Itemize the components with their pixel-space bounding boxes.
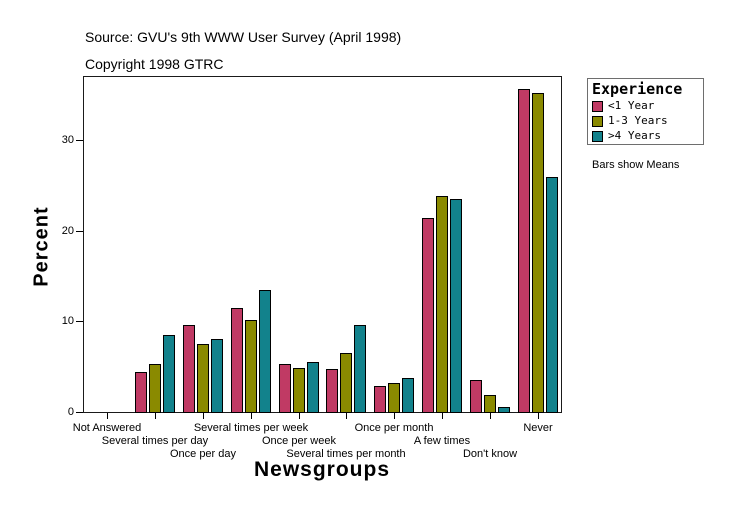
bar-4-series-2 — [245, 320, 257, 413]
y-tick-mark — [76, 412, 83, 413]
bar-9-series-3 — [498, 407, 510, 413]
bar-3-series-2 — [197, 344, 209, 413]
copyright-line: Copyright 1998 GTRC — [85, 56, 224, 72]
bar-7-series-2 — [388, 383, 400, 413]
y-tick-mark — [76, 230, 83, 232]
bar-5-series-2 — [293, 368, 305, 413]
y-tick-label: 30 — [61, 134, 74, 147]
legend-entry-label: >4 Years — [608, 129, 661, 142]
bar-8-series-3 — [450, 199, 462, 413]
x-tick-mark — [155, 413, 156, 419]
y-tick-mark — [76, 321, 83, 323]
legend-swatch-lt1year-icon — [592, 100, 603, 112]
x-category-label: Never — [523, 422, 553, 434]
x-category-label: Don't know — [462, 448, 518, 460]
y-tick-label: 0 — [67, 406, 74, 418]
bar-6-series-1 — [326, 369, 338, 413]
legend-swatch-1to3years-icon — [592, 115, 603, 127]
bar-10-series-2 — [532, 93, 544, 413]
x-tick-mark — [299, 413, 300, 419]
x-tick-mark — [107, 413, 108, 419]
x-tick-mark — [538, 413, 539, 419]
bar-7-series-3 — [402, 378, 414, 413]
bar-9-series-2 — [484, 395, 496, 413]
bar-2-series-2 — [149, 364, 161, 413]
bar-2-series-3 — [163, 335, 175, 413]
legend-entry: 1-3 Years — [592, 114, 699, 128]
legend-entry-label: 1-3 Years — [608, 114, 668, 127]
x-tick-mark — [490, 413, 491, 419]
bar-4-series-1 — [231, 308, 243, 413]
x-tick-mark — [394, 413, 395, 419]
x-category-label: Several times per day — [101, 435, 209, 447]
x-axis-title: Newsgroups — [253, 458, 391, 481]
bar-8-series-1 — [422, 218, 434, 413]
bar-6-series-2 — [340, 353, 352, 413]
bar-4-series-3 — [259, 290, 271, 413]
legend-swatch-gt4years-icon — [592, 130, 603, 142]
bar-5-series-1 — [279, 364, 291, 413]
x-category-label: Several times per month — [286, 448, 406, 460]
y-axis-title: Percent — [30, 206, 53, 287]
x-category-label: Once per day — [169, 448, 237, 460]
y-tick-label: 20 — [61, 224, 74, 237]
bar-6-series-3 — [354, 325, 366, 413]
legend-entry: <1 Year — [592, 99, 699, 113]
bar-3-series-3 — [211, 339, 223, 413]
bar-7-series-1 — [374, 386, 386, 413]
x-category-label: Once per month — [354, 422, 434, 434]
y-tick-mark — [76, 140, 83, 142]
bar-10-series-1 — [518, 89, 530, 413]
x-tick-mark — [442, 413, 443, 419]
legend-entry-label: <1 Year — [608, 99, 655, 112]
x-category-label: Not Answered — [72, 422, 142, 434]
bar-8-series-2 — [436, 196, 448, 413]
bar-2-series-1 — [135, 372, 147, 413]
bar-9-series-1 — [470, 380, 482, 413]
plot-area — [83, 76, 562, 413]
legend: Experience <1 Year 1-3 Years >4 Years — [587, 78, 704, 145]
legend-title: Experience — [592, 80, 683, 98]
x-tick-mark — [203, 413, 204, 419]
bar-10-series-3 — [546, 177, 558, 413]
x-category-label: Once per week — [262, 435, 336, 447]
x-tick-mark — [251, 413, 252, 419]
y-tick-label: 10 — [61, 315, 74, 328]
bars-show-means-note: Bars show Means — [592, 159, 680, 171]
bar-5-series-3 — [307, 362, 319, 413]
bar-3-series-1 — [183, 325, 195, 413]
x-category-label: A few times — [413, 435, 471, 447]
source-line: Source: GVU's 9th WWW User Survey (April… — [85, 29, 402, 45]
x-tick-mark — [346, 413, 347, 419]
x-category-label: Several times per week — [193, 422, 309, 434]
legend-entry: >4 Years — [592, 129, 699, 143]
